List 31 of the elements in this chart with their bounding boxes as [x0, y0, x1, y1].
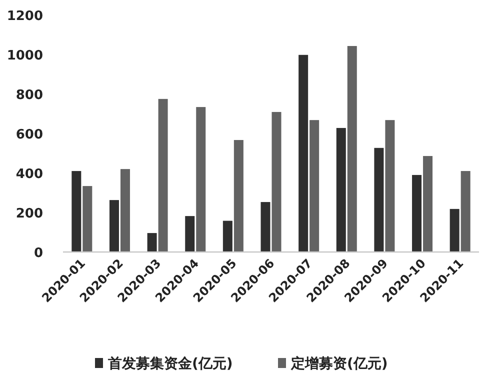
bar — [423, 156, 433, 252]
bar — [196, 107, 206, 252]
bar — [450, 208, 460, 252]
legend-label: 首发募集资金(亿元) — [107, 356, 233, 372]
bar — [185, 216, 195, 252]
bar — [82, 186, 92, 252]
bar — [234, 140, 244, 252]
legend-label: 定增募资(亿元) — [290, 355, 388, 372]
y-tick-label: 200 — [16, 206, 43, 222]
bar — [412, 174, 422, 252]
bar — [298, 54, 308, 252]
bar — [158, 98, 168, 252]
y-tick-label: 600 — [16, 128, 43, 142]
bar — [72, 171, 82, 252]
bar — [120, 169, 130, 252]
bar — [374, 148, 384, 252]
bar — [272, 112, 282, 252]
bar — [109, 200, 119, 252]
bar — [385, 120, 395, 252]
bar — [222, 220, 232, 252]
y-tick-label: 1200 — [6, 9, 43, 24]
y-tick-label: 800 — [16, 88, 43, 103]
y-tick-label: 400 — [16, 167, 43, 182]
bar — [310, 120, 320, 252]
y-tick-label: 0 — [34, 246, 43, 261]
y-tick-label: 1000 — [6, 48, 43, 64]
bar — [260, 202, 270, 252]
bar — [347, 46, 357, 252]
bar — [460, 171, 470, 252]
bar — [336, 128, 346, 252]
bar — [147, 233, 157, 252]
